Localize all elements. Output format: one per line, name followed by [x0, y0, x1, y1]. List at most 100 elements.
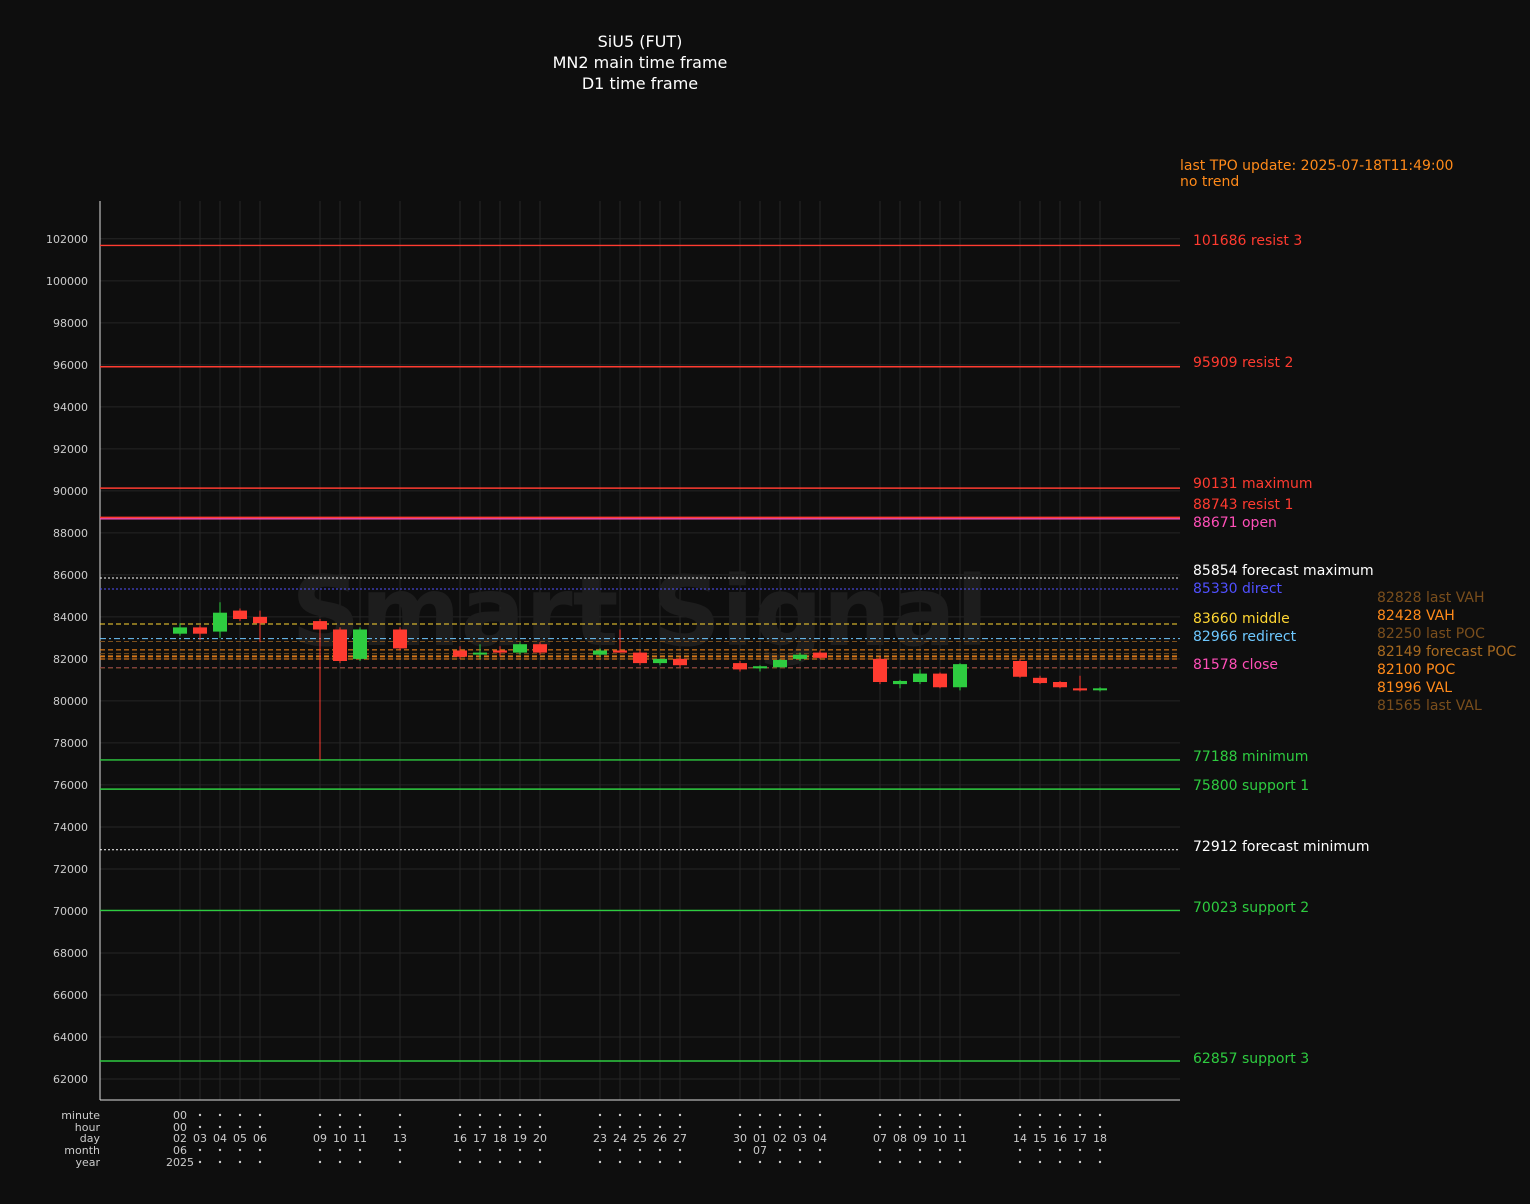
plot-area: 62000 64000 66000 68000 70000 72000 74000 76000… [46, 201, 1517, 1164]
day-tick-label: 01 [753, 1132, 767, 1145]
day-tick-label: 09 [913, 1132, 927, 1145]
month-change-label: 07 [753, 1144, 767, 1157]
time-dot [538, 1113, 542, 1117]
candle-body [473, 652, 487, 655]
time-dot [778, 1125, 782, 1129]
day-tick-label: 07 [873, 1132, 887, 1145]
y-tick-label: 92000 [53, 443, 88, 456]
time-dot [638, 1148, 642, 1152]
time-dot [638, 1125, 642, 1129]
y-tick-label: 96000 [53, 359, 88, 372]
level-label: 72912 forecast minimum [1193, 839, 1370, 855]
candle-body [253, 616, 267, 624]
candle-body [313, 621, 327, 630]
time-dot [598, 1148, 602, 1152]
time-dot [958, 1160, 962, 1164]
candle-body [1073, 688, 1087, 691]
time-dot [878, 1125, 882, 1129]
time-dot [258, 1125, 262, 1129]
time-dot [398, 1160, 402, 1164]
time-dot [1058, 1148, 1062, 1152]
time-dot [1058, 1113, 1062, 1117]
level-label: 62857 support 3 [1193, 1051, 1309, 1067]
time-dot [1018, 1113, 1022, 1117]
time-dot [238, 1125, 242, 1129]
time-dot [398, 1125, 402, 1129]
day-tick-label: 03 [193, 1132, 207, 1145]
time-dot [918, 1113, 922, 1117]
time-dot [1018, 1160, 1022, 1164]
candle-body [893, 680, 907, 685]
time-dot [918, 1160, 922, 1164]
day-tick-label: 11 [353, 1132, 367, 1145]
time-dot [458, 1148, 462, 1152]
time-dot [538, 1160, 542, 1164]
candle-body [173, 627, 187, 634]
time-dot [798, 1113, 802, 1117]
time-dot [878, 1148, 882, 1152]
y-tick-label: 74000 [53, 821, 88, 834]
time-dot [1038, 1125, 1042, 1129]
candle-body [233, 610, 247, 619]
time-dot [518, 1160, 522, 1164]
time-dot [618, 1113, 622, 1117]
day-tick-label: 13 [393, 1132, 407, 1145]
y-tick-label: 70000 [53, 905, 88, 918]
time-dot [478, 1148, 482, 1152]
candle-body [633, 652, 647, 664]
time-dot [1098, 1113, 1102, 1117]
time-dot [1078, 1148, 1082, 1152]
time-dot [478, 1113, 482, 1117]
time-dot [738, 1148, 742, 1152]
day-tick-label: 23 [593, 1132, 607, 1145]
time-dot [798, 1148, 802, 1152]
time-dot [618, 1148, 622, 1152]
time-dot [818, 1125, 822, 1129]
day-tick-label: 10 [333, 1132, 347, 1145]
time-dot [638, 1113, 642, 1117]
level-label: 85330 direct [1193, 581, 1283, 597]
time-dot [818, 1160, 822, 1164]
level-label: 77188 minimum [1193, 749, 1308, 765]
time-dot [898, 1160, 902, 1164]
candle-body [873, 658, 887, 683]
candle-body [933, 673, 947, 688]
tpo-update-label: last TPO update: 2025-07-18T11:49:00 [1180, 158, 1453, 174]
candle-body [333, 629, 347, 662]
time-dot [678, 1160, 682, 1164]
time-dot [738, 1125, 742, 1129]
time-dot [1058, 1125, 1062, 1129]
day-tick-label: 26 [653, 1132, 667, 1145]
time-dot [198, 1125, 202, 1129]
level-label: 101686 resist 3 [1193, 233, 1302, 249]
day-tick-label: 15 [1033, 1132, 1047, 1145]
time-dot [458, 1125, 462, 1129]
profile-label: 81996 VAL [1377, 680, 1452, 696]
time-dot [498, 1113, 502, 1117]
candle-body [593, 650, 607, 655]
title-symbol: SiU5 (FUT) [598, 32, 683, 51]
time-dot [658, 1148, 662, 1152]
time-dot [798, 1160, 802, 1164]
day-tick-label: 24 [613, 1132, 627, 1145]
time-dot [518, 1125, 522, 1129]
time-dot [778, 1160, 782, 1164]
time-dot [358, 1160, 362, 1164]
day-tick-label: 02 [773, 1132, 787, 1145]
time-dot [398, 1113, 402, 1117]
candle-body [653, 658, 667, 664]
time-dot [518, 1148, 522, 1152]
candle-body [1013, 661, 1027, 677]
time-dot [238, 1113, 242, 1117]
first-month-label: 06 [173, 1144, 187, 1157]
first-year-label: 2025 [166, 1156, 194, 1169]
candle-body [613, 650, 627, 653]
time-dot [258, 1160, 262, 1164]
y-tick-label: 68000 [53, 947, 88, 960]
time-dot [218, 1148, 222, 1152]
level-label: 88743 resist 1 [1193, 497, 1293, 513]
first-hour-label: 00 [173, 1121, 187, 1134]
profile-label: 81565 last VAL [1377, 698, 1482, 714]
title-timeframe: D1 time frame [582, 74, 698, 93]
